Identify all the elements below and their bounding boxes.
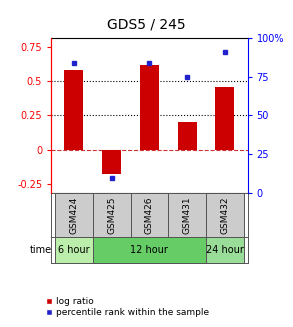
Bar bbox=[215, 87, 234, 149]
Text: GSM424: GSM424 bbox=[69, 196, 79, 234]
Text: 6 hour: 6 hour bbox=[58, 245, 90, 255]
Bar bbox=[64, 70, 84, 149]
Text: 12 hour: 12 hour bbox=[130, 245, 168, 255]
Bar bbox=[102, 149, 121, 174]
Text: GSM432: GSM432 bbox=[220, 196, 229, 234]
Bar bbox=[140, 65, 159, 149]
Bar bbox=[168, 193, 206, 237]
Bar bbox=[55, 237, 93, 263]
Text: GSM425: GSM425 bbox=[107, 196, 116, 234]
Bar bbox=[131, 193, 168, 237]
Text: 24 hour: 24 hour bbox=[206, 245, 244, 255]
Bar bbox=[93, 193, 131, 237]
Bar bbox=[93, 237, 206, 263]
Bar bbox=[206, 193, 244, 237]
Legend: log ratio, percentile rank within the sample: log ratio, percentile rank within the sa… bbox=[42, 294, 213, 321]
Bar bbox=[55, 193, 93, 237]
Bar bbox=[178, 122, 197, 149]
Text: GDS5 / 245: GDS5 / 245 bbox=[107, 18, 186, 32]
Text: GSM431: GSM431 bbox=[183, 196, 192, 234]
Bar bbox=[206, 237, 244, 263]
Text: GSM426: GSM426 bbox=[145, 196, 154, 234]
Text: time: time bbox=[30, 245, 52, 255]
